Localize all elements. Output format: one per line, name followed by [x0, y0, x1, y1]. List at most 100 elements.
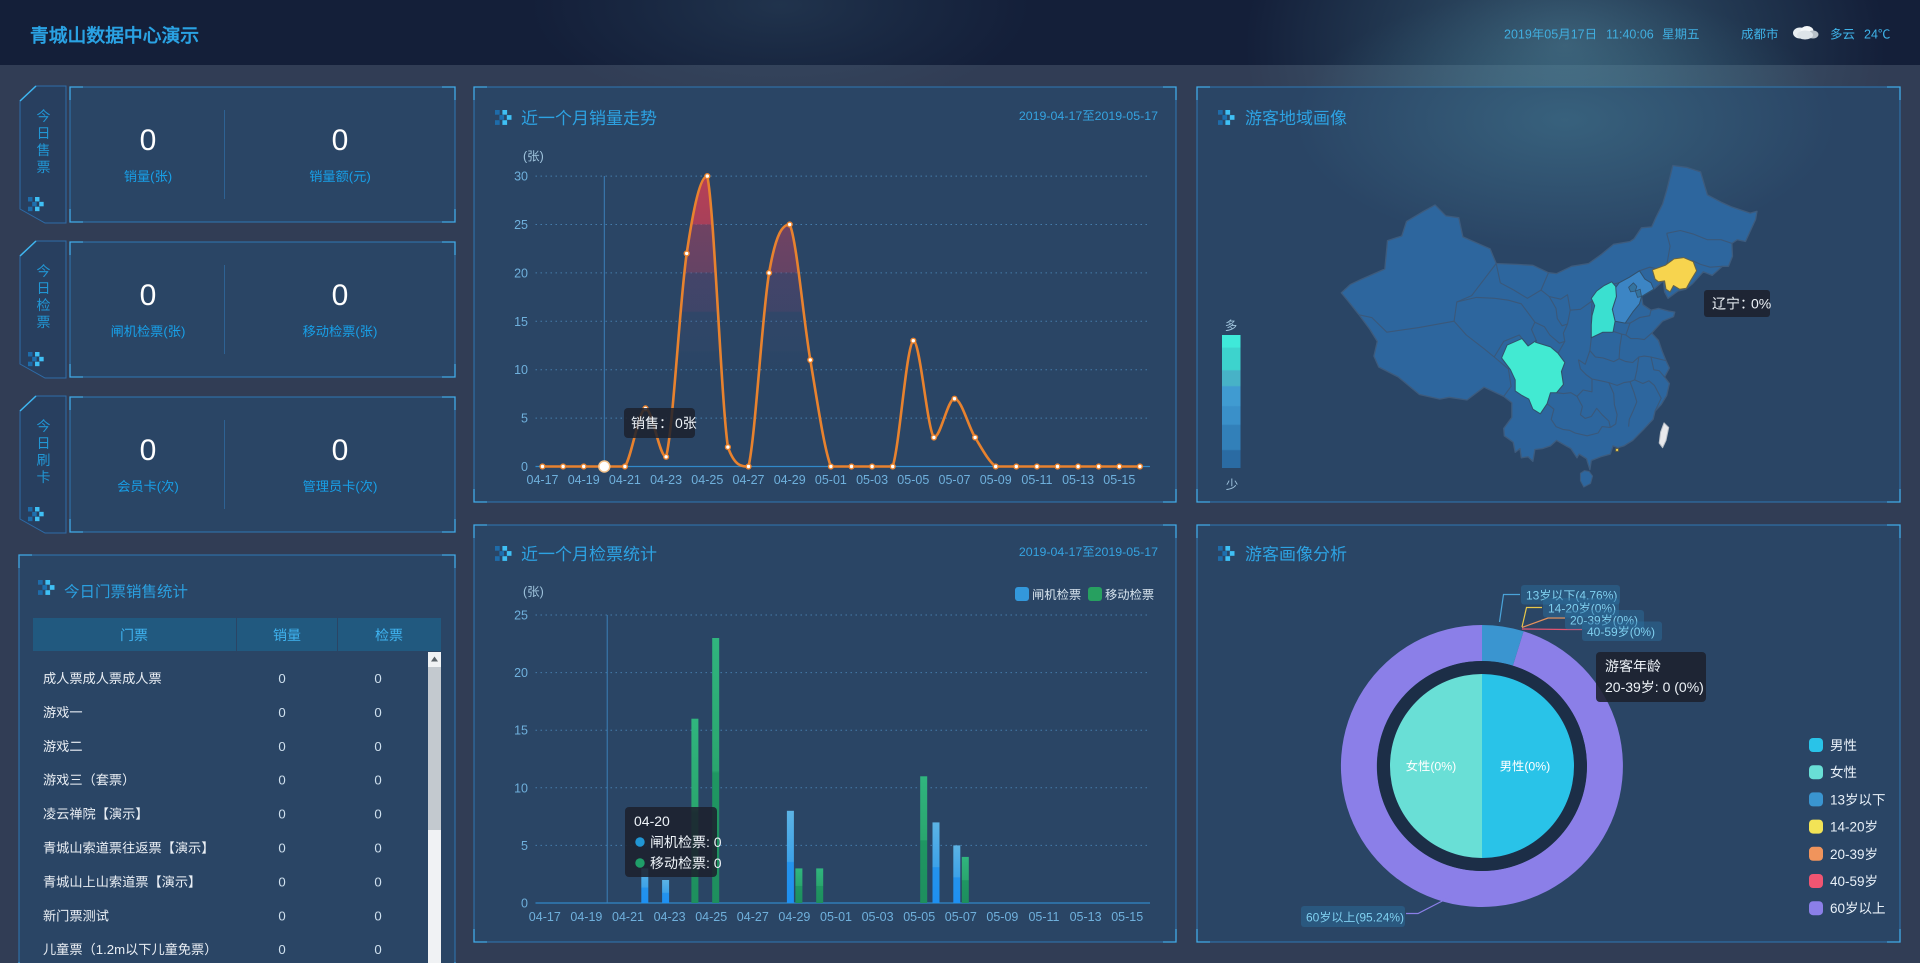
svg-text:多云: 多云 — [1830, 28, 1855, 42]
svg-text:25: 25 — [514, 218, 528, 232]
svg-text:04-17: 04-17 — [529, 910, 561, 924]
svg-text:(张): (张) — [523, 150, 544, 164]
svg-text:04-21: 04-21 — [612, 910, 644, 924]
svg-text:05-13: 05-13 — [1070, 910, 1102, 924]
svg-text:05-03: 05-03 — [856, 473, 888, 487]
svg-text:(张): (张) — [523, 585, 544, 599]
svg-text:04-25: 04-25 — [695, 910, 727, 924]
svg-text:今: 今 — [37, 263, 51, 279]
svg-text:销量: 销量 — [273, 627, 301, 643]
svg-text:04-23: 04-23 — [650, 473, 682, 487]
svg-text:儿童票（1.2m以下儿童免票）: 儿童票（1.2m以下儿童免票） — [43, 942, 217, 957]
svg-text:04-27: 04-27 — [733, 473, 765, 487]
svg-text:0: 0 — [278, 705, 285, 720]
svg-text:2019-04-17至2019-05-17: 2019-04-17至2019-05-17 — [1019, 545, 1158, 559]
svg-text:青城山索道票往返票【演示】: 青城山索道票往返票【演示】 — [43, 841, 214, 856]
svg-text:游客画像分析: 游客画像分析 — [1245, 545, 1347, 564]
svg-text:今日门票销售统计: 今日门票销售统计 — [64, 583, 188, 601]
svg-text:0: 0 — [332, 279, 349, 312]
svg-text:20-39岁: 0 (0%): 20-39岁: 0 (0%) — [1605, 679, 1704, 695]
svg-text:票: 票 — [37, 159, 51, 175]
svg-text:0: 0 — [374, 739, 381, 754]
svg-text:今: 今 — [37, 108, 51, 124]
svg-text:05-01: 05-01 — [815, 473, 847, 487]
svg-text:10: 10 — [514, 363, 528, 377]
svg-text:刷: 刷 — [37, 452, 51, 468]
svg-text:女性(0%): 女性(0%) — [1406, 760, 1457, 774]
svg-text:0: 0 — [374, 807, 381, 822]
svg-text:5: 5 — [521, 839, 528, 853]
svg-text:门票: 门票 — [120, 627, 148, 643]
svg-text:04-21: 04-21 — [609, 473, 641, 487]
svg-text:售: 售 — [37, 142, 51, 158]
svg-text:24℃: 24℃ — [1864, 28, 1890, 42]
svg-text:04-17: 04-17 — [527, 473, 559, 487]
svg-text:会员卡(次): 会员卡(次) — [117, 479, 179, 494]
svg-text:15: 15 — [514, 315, 528, 329]
svg-text:0: 0 — [521, 897, 528, 911]
svg-text:移动检票(张): 移动检票(张) — [303, 324, 378, 339]
svg-text:20: 20 — [514, 266, 528, 280]
svg-text:0: 0 — [278, 874, 285, 889]
svg-text:0: 0 — [278, 841, 285, 856]
svg-text:04-29: 04-29 — [774, 473, 806, 487]
svg-text:0: 0 — [521, 460, 528, 474]
svg-text:0张: 0张 — [675, 415, 697, 431]
svg-text:5: 5 — [521, 412, 528, 426]
svg-text:05-05: 05-05 — [897, 473, 929, 487]
svg-text:女性: 女性 — [1830, 765, 1857, 780]
svg-text:0: 0 — [374, 908, 381, 923]
svg-text:近一个月检票统计: 近一个月检票统计 — [521, 545, 657, 564]
svg-text:成人票成人票成人票: 成人票成人票成人票 — [43, 671, 162, 686]
svg-text:闸机检票: 0: 闸机检票: 0 — [650, 834, 722, 850]
svg-text:日: 日 — [37, 435, 51, 451]
svg-text:40-59岁: 40-59岁 — [1830, 874, 1878, 889]
svg-text:05-15: 05-15 — [1103, 473, 1135, 487]
svg-text:青城山上山索道票【演示】: 青城山上山索道票【演示】 — [43, 874, 201, 889]
svg-text:0: 0 — [140, 124, 157, 157]
svg-text:10: 10 — [514, 781, 528, 795]
svg-text:闸机检票: 闸机检票 — [1032, 588, 1081, 602]
svg-text:04-19: 04-19 — [568, 473, 600, 487]
svg-text:40-59岁(0%): 40-59岁(0%) — [1587, 625, 1655, 639]
svg-text:销售：: 销售： — [631, 415, 673, 431]
svg-text:0: 0 — [278, 942, 285, 957]
svg-text:检: 检 — [37, 297, 51, 313]
svg-text:凌云禅院【演示】: 凌云禅院【演示】 — [43, 807, 149, 822]
svg-text:0%: 0% — [1751, 296, 1771, 312]
svg-text:游戏二: 游戏二 — [43, 739, 83, 754]
svg-text:05-01: 05-01 — [820, 910, 852, 924]
svg-text:男性(0%): 男性(0%) — [1500, 760, 1551, 774]
svg-text:青城山数据中心演示: 青城山数据中心演示 — [30, 25, 199, 46]
svg-text:13岁以下(4.76%): 13岁以下(4.76%) — [1526, 589, 1617, 603]
svg-text:0: 0 — [140, 279, 157, 312]
svg-text:15: 15 — [514, 724, 528, 738]
svg-text:04-25: 04-25 — [691, 473, 723, 487]
svg-text:05-09: 05-09 — [980, 473, 1012, 487]
svg-text:游戏一: 游戏一 — [43, 705, 83, 720]
svg-text:少: 少 — [1226, 478, 1239, 492]
svg-text:2019-04-17至2019-05-17: 2019-04-17至2019-05-17 — [1019, 109, 1158, 123]
svg-text:游戏三（套票）: 游戏三（套票） — [43, 773, 135, 788]
svg-text:20-39岁(0%): 20-39岁(0%) — [1570, 614, 1638, 628]
svg-text:游客年龄: 游客年龄 — [1605, 658, 1661, 674]
svg-text:0: 0 — [374, 874, 381, 889]
svg-text:0: 0 — [278, 739, 285, 754]
svg-text:25: 25 — [514, 609, 528, 623]
svg-text:闸机检票(张): 闸机检票(张) — [111, 324, 186, 339]
svg-text:0: 0 — [278, 908, 285, 923]
svg-text:多: 多 — [1225, 319, 1238, 333]
svg-text:0: 0 — [332, 434, 349, 467]
svg-text:移动检票: 0: 移动检票: 0 — [650, 855, 722, 871]
svg-text:0: 0 — [332, 124, 349, 157]
svg-text:0: 0 — [278, 671, 285, 686]
svg-text:14-20岁: 14-20岁 — [1830, 820, 1878, 835]
svg-text:移动检票: 移动检票 — [1105, 588, 1154, 602]
svg-text:日: 日 — [37, 280, 51, 296]
svg-text:0: 0 — [278, 807, 285, 822]
svg-text:0: 0 — [374, 671, 381, 686]
svg-text:0: 0 — [374, 773, 381, 788]
svg-text:0: 0 — [374, 841, 381, 856]
svg-text:今: 今 — [37, 418, 51, 434]
svg-text:05-15: 05-15 — [1111, 910, 1143, 924]
